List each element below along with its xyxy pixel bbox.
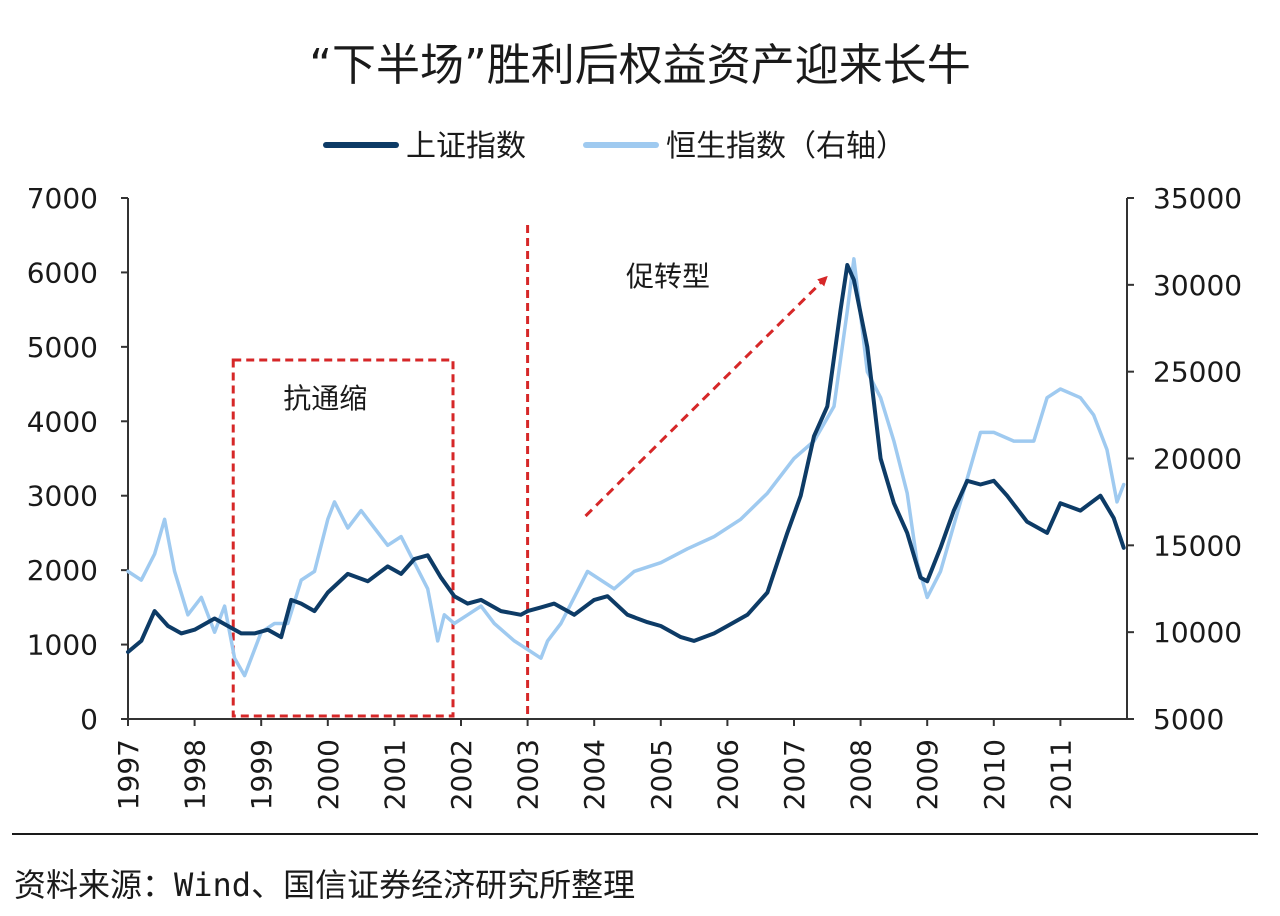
y-left-tick-label: 7000: [27, 182, 98, 215]
y-right-tick-label: 25000: [1153, 356, 1242, 389]
annotation-labels: 抗通缩 促转型: [283, 260, 710, 415]
y-left-tick-label: 0: [80, 703, 98, 736]
x-tick-label: 2004: [578, 739, 611, 810]
x-tick-label: 2000: [312, 739, 345, 810]
x-tick-label: 2011: [1044, 739, 1077, 810]
y-left-tick-label: 5000: [27, 331, 98, 364]
source-note: 资料来源：Wind、国信证券经济研究所整理: [14, 866, 635, 904]
chart-title: “下半场”胜利后权益资产迎来长牛: [309, 40, 971, 91]
x-tick-label: 2002: [445, 739, 478, 810]
series: [126, 257, 1126, 678]
series-line-shanghai: [126, 263, 1126, 654]
x-tick-label: 1997: [112, 739, 145, 810]
y-left-tick-label: 6000: [27, 256, 98, 289]
y-right-tick-label: 15000: [1153, 529, 1242, 562]
y-right-tick-label: 30000: [1153, 269, 1242, 302]
x-tick-label: 2006: [711, 739, 744, 810]
deflation-label: 抗通缩: [283, 382, 367, 415]
y-right-tick-label: 10000: [1153, 616, 1242, 649]
y-left-tick-label: 3000: [27, 480, 98, 513]
y-left-tick-label: 1000: [27, 629, 98, 662]
legend-label-shanghai: 上证指数: [406, 129, 526, 164]
axes: 0 1000 2000 3000 4000 5000 6000 7000 5000 10000 15…: [27, 182, 1242, 810]
y-left-tick-label: 2000: [27, 554, 98, 587]
x-tick-label: 1998: [179, 739, 212, 810]
legend-label-hangseng: 恒生指数（右轴）: [666, 129, 906, 164]
y-left-tick-label: 4000: [27, 405, 98, 438]
x-tick-label: 1999: [245, 739, 278, 810]
transformation-arrow: [584, 275, 828, 518]
deflation-box: [231, 358, 455, 718]
x-tick-label: 2010: [978, 739, 1011, 810]
x-tick-label: 2008: [845, 739, 878, 810]
y-right-tick-label: 35000: [1153, 182, 1242, 215]
x-tick-label: 2009: [911, 739, 944, 810]
x-tick-label: 2001: [378, 739, 411, 810]
x-tick-label: 2005: [645, 739, 678, 810]
legend: 上证指数 恒生指数（右轴）: [323, 129, 906, 164]
x-tick-label: 2007: [778, 739, 811, 810]
transformation-label: 促转型: [626, 260, 710, 293]
annotations: [231, 225, 828, 718]
y-right-tick-label: 20000: [1153, 443, 1242, 476]
x-tick-label: 2003: [512, 739, 545, 810]
y-right-tick-label: 5000: [1153, 703, 1224, 736]
